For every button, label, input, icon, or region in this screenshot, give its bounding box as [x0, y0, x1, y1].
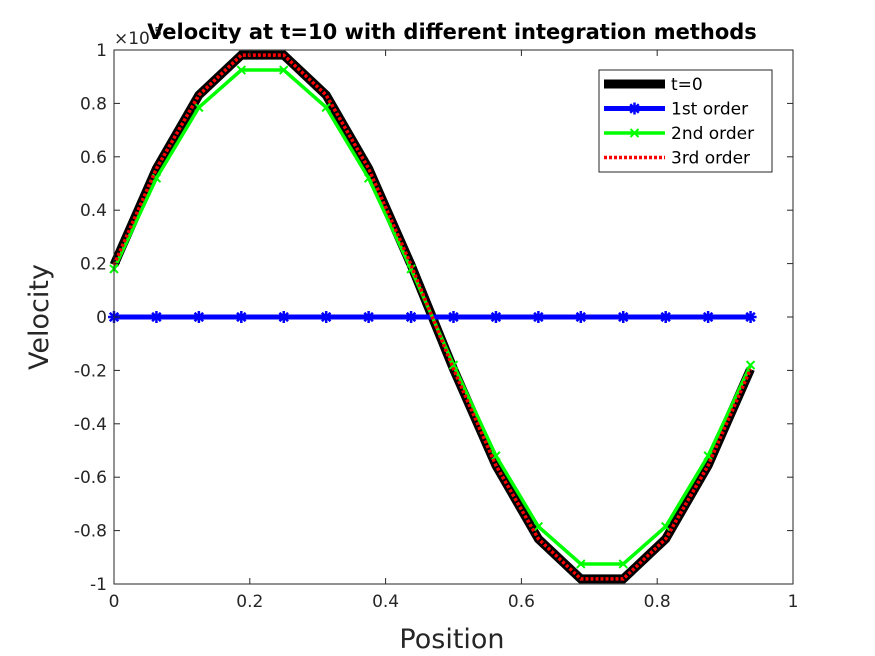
- series-2-point: [744, 311, 757, 323]
- series-3-point: [660, 521, 671, 532]
- series-3-point: [279, 65, 289, 75]
- x-tick-label: 0: [109, 592, 120, 612]
- series-2-point: [574, 311, 587, 323]
- series-2-point: [235, 311, 248, 323]
- x-tick-label: 0.6: [508, 592, 535, 612]
- series-line-4: [112, 53, 753, 581]
- x-axis-label: Position: [399, 624, 504, 655]
- series-2-point: [532, 311, 545, 323]
- legend-label-1: t=0: [671, 75, 703, 95]
- series-3-point: [703, 451, 713, 461]
- y-axis-label: Velocity: [24, 264, 55, 370]
- x-tick-label: 0.4: [372, 592, 399, 612]
- series-3-point: [745, 360, 756, 370]
- series-2-point: [320, 311, 333, 323]
- series-3-point: [618, 559, 628, 569]
- x-tick-label: 0.2: [236, 592, 263, 612]
- series-3-point: [576, 559, 586, 569]
- series-3-point: [321, 102, 331, 113]
- series-2-point: [362, 311, 375, 323]
- series-3-point: [236, 65, 247, 75]
- tick-layer: 0 0.2 0.4 0.6 0.8 1 -1 -0.8 -0.6 -0.4 -0.2 0 0.2 0.4 0…: [74, 41, 799, 612]
- y-tick-label: 0.6: [80, 148, 107, 168]
- y-tick-label: 0.8: [80, 94, 107, 114]
- series-2-point: [192, 311, 205, 323]
- series-3-point: [533, 521, 544, 532]
- series-3-point: [194, 102, 204, 113]
- series-2-point: [702, 311, 715, 323]
- x-tick-label: 1: [788, 592, 799, 612]
- legend-marker-3: [629, 128, 640, 138]
- y-tick-label: -1: [90, 575, 107, 595]
- y-tick-label: -0.4: [74, 415, 107, 435]
- x-tick-label: 0.8: [644, 592, 671, 612]
- series-2-point: [617, 311, 630, 323]
- legend-box: [598, 69, 773, 173]
- legend-label-4: 3rd order: [671, 149, 750, 169]
- series-2-point: [405, 311, 418, 323]
- legend-label-2: 1st order: [671, 100, 748, 120]
- legend-marker-2: [628, 102, 641, 115]
- y-tick-label: 0.2: [80, 255, 107, 275]
- y-tick-label: -0.2: [74, 361, 107, 381]
- y-tick-label: -0.8: [74, 522, 107, 542]
- legend: t=0 1st order 2nd order 3rd order: [598, 69, 773, 173]
- series-2-point: [489, 311, 502, 323]
- series-3-point: [448, 360, 459, 370]
- chart-title: Velocity at t=10 with different integrat…: [147, 20, 757, 44]
- series-2-point: [150, 311, 163, 323]
- legend-label-3: 2nd order: [671, 124, 754, 144]
- y-tick-label: 0.4: [80, 201, 107, 221]
- series-3-point: [491, 451, 501, 461]
- series-2-point: [277, 311, 290, 323]
- y-tick-label: 0: [96, 308, 107, 328]
- y-tick-label: 1: [96, 41, 107, 61]
- series-2-point: [447, 311, 460, 323]
- series-2-point: [659, 311, 672, 323]
- y-tick-label: -0.6: [74, 468, 107, 488]
- y-exponent-label: ×10-5: [114, 25, 162, 49]
